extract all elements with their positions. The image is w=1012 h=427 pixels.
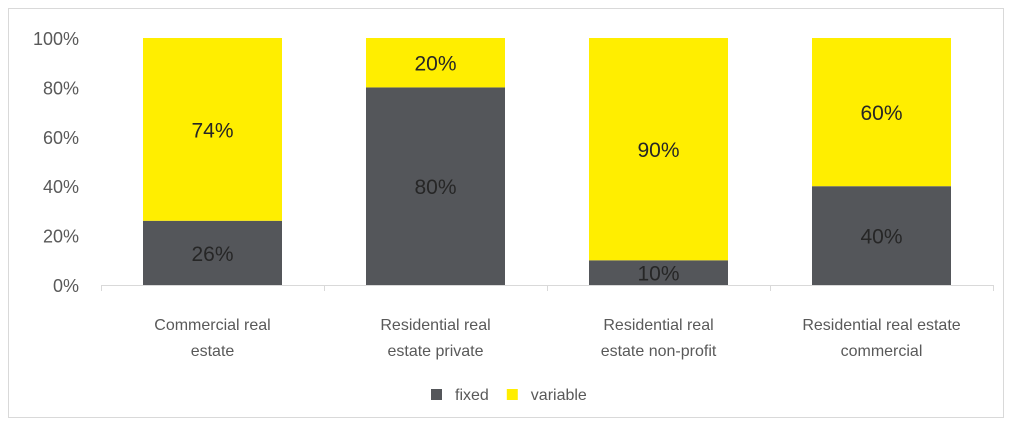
category-label: Residential real estate bbox=[802, 317, 960, 334]
data-label-fixed: 40% bbox=[860, 226, 902, 249]
bar-segment-variable bbox=[143, 38, 282, 221]
legend-swatch-variable bbox=[506, 389, 518, 400]
y-tick-label: 40% bbox=[43, 177, 79, 197]
bar-segment-fixed bbox=[366, 87, 505, 286]
category-label: estate non-profit bbox=[601, 343, 717, 360]
bar-segment-fixed bbox=[589, 260, 728, 285]
data-label-variable: 60% bbox=[860, 102, 902, 125]
category-label: commercial bbox=[841, 343, 923, 360]
y-tick-label: 0% bbox=[53, 276, 79, 296]
y-tick-label: 80% bbox=[43, 78, 79, 98]
category-label: Residential real bbox=[380, 317, 490, 334]
data-label-fixed: 80% bbox=[414, 176, 456, 199]
legend: fixed variable bbox=[431, 387, 587, 404]
axes: 0% 20% 40% 60% 80% 100% Commercial real estate R… bbox=[33, 29, 994, 360]
category-label: estate bbox=[191, 343, 235, 360]
legend-label-fixed: fixed bbox=[455, 387, 489, 404]
y-tick-label: 20% bbox=[43, 227, 79, 247]
y-tick-label: 60% bbox=[43, 128, 79, 148]
category-label: estate private bbox=[387, 343, 483, 360]
category-label: Residential real bbox=[603, 317, 713, 334]
y-tick-label: 100% bbox=[33, 29, 79, 49]
data-label-variable: 74% bbox=[191, 119, 233, 142]
category-label: Commercial real bbox=[154, 317, 270, 334]
data-labels: 26% 74% 80% 20% 10% 90% 40% 60% bbox=[191, 53, 902, 286]
legend-swatch-fixed bbox=[431, 389, 442, 400]
data-label-fixed: 26% bbox=[191, 243, 233, 266]
data-label-fixed: 10% bbox=[637, 263, 679, 286]
bar-segment-variable bbox=[589, 38, 728, 261]
bar-segment-variable bbox=[366, 38, 505, 88]
data-label-variable: 20% bbox=[414, 53, 456, 76]
data-label-variable: 90% bbox=[637, 139, 679, 162]
bar-segment-fixed bbox=[812, 186, 951, 285]
legend-label-variable: variable bbox=[531, 387, 587, 404]
bars bbox=[143, 38, 951, 286]
bar-segment-variable bbox=[812, 38, 951, 187]
bar-segment-fixed bbox=[143, 220, 282, 285]
